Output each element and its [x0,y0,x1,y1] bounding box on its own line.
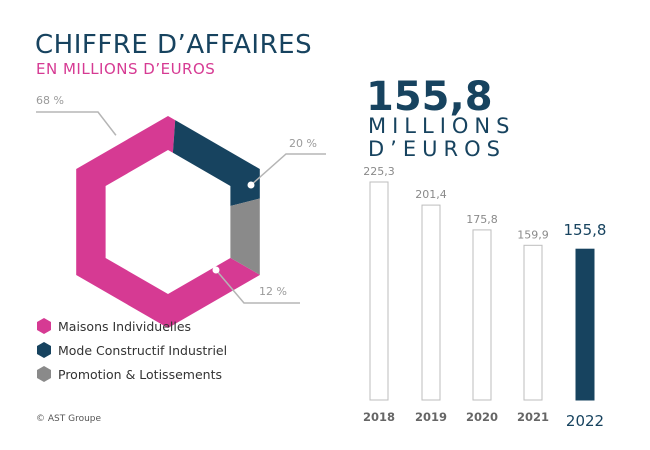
highlight-unit-line1: MILLIONS [368,114,516,138]
value-label-2019: 201,4 [415,188,447,201]
legend-label: Mode Constructif Industriel [58,342,228,358]
year-label-2019: 2019 [415,410,447,424]
percent-label-maisons: 68 % [36,94,64,107]
leader-dot-maisons [114,134,122,142]
hexagon-swatch-icon [37,342,51,358]
highlight-value: 155,8 [366,74,493,120]
value-label-2018: 225,3 [363,165,395,178]
legend-item-promotion: Promotion & Lotissements [36,362,227,386]
leader-dot-promotion [212,266,220,274]
bar-2020 [472,229,492,401]
chart-title: CHIFFRE D’AFFAIRES [35,30,313,60]
segment-mode-constructif [172,120,260,206]
year-label-2022: 2022 [566,412,604,430]
hexagon-swatch-icon [37,318,51,334]
leader-dot-mode-constructif [247,181,255,189]
bar-2019 [421,204,441,401]
leader-line-promotion [215,269,300,304]
leader-line-maisons [36,111,119,139]
value-label-2021: 159,9 [517,228,549,241]
bar-2021 [523,244,543,401]
year-label-2018: 2018 [363,410,395,424]
year-label-2020: 2020 [466,410,498,424]
value-label-2020: 175,8 [466,213,498,226]
legend-label: Maisons Individuelles [58,318,192,334]
legend-label: Promotion & Lotissements [58,366,222,382]
segment-maisons [76,116,260,328]
bar-2022 [575,248,595,401]
highlight-unit-line2: D’EUROS [368,137,506,161]
percent-label-mode-constructif: 20 % [289,137,317,150]
leader-line-mode-constructif [250,153,326,186]
year-label-2021: 2021 [517,410,549,424]
legend-item-maisons: Maisons Individuelles [36,314,227,338]
chart-subtitle: EN MILLIONS D’EUROS [36,60,216,78]
bar-2018 [369,181,389,401]
legend-item-mode-constructif: Mode Constructif Industriel [36,338,227,362]
copyright: © AST Groupe [36,414,102,424]
hexagon-swatch-icon [37,366,51,382]
percent-label-promotion: 12 % [259,285,287,298]
value-label-2022: 155,8 [564,221,607,239]
legend: Maisons Individuelles Mode Constructif I… [36,314,227,386]
segment-promotion [230,198,260,275]
